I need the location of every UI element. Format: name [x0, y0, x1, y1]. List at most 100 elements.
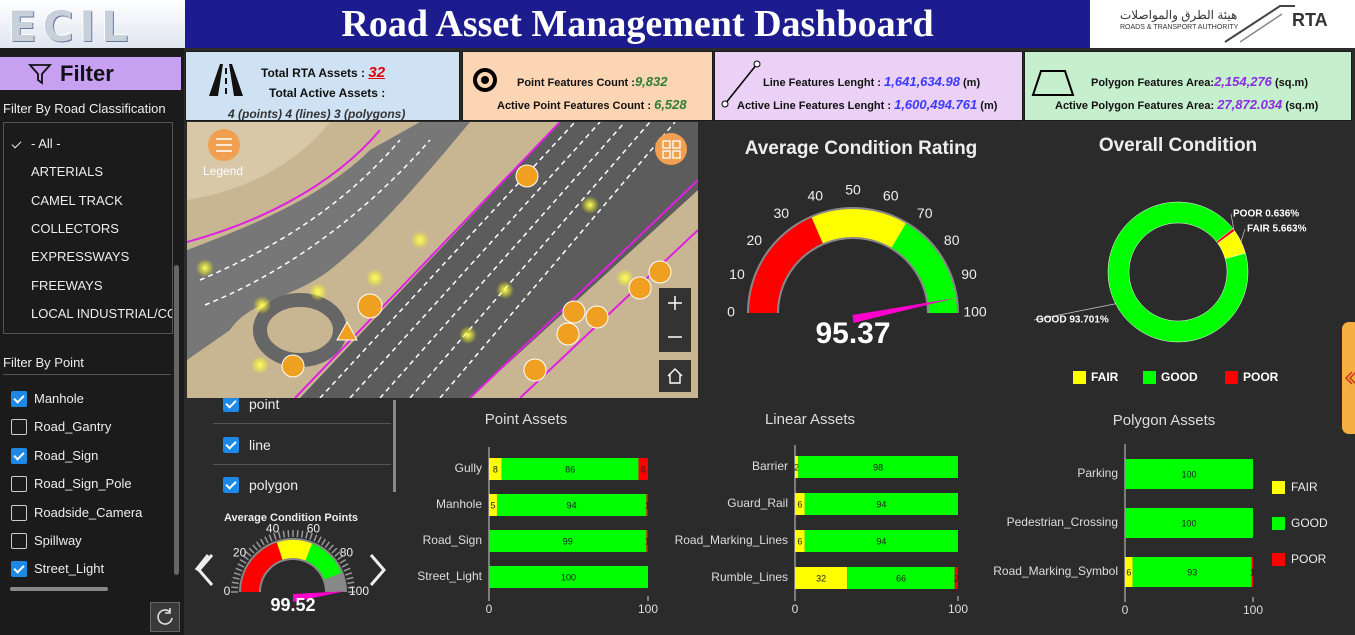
- kpi-value: 32: [368, 64, 386, 81]
- legend-swatch: [1272, 553, 1285, 566]
- kpi-value-2: 6,528: [654, 97, 687, 112]
- layer-scrollbar[interactable]: [393, 400, 396, 492]
- kpi-unit: (sq.m): [1274, 77, 1308, 89]
- gauge-tick-label: 70: [917, 205, 933, 221]
- legend-label: FAIR: [1291, 480, 1318, 494]
- y-tick-label: Road_Marking_Lines: [675, 533, 788, 547]
- reset-icon: [157, 608, 173, 625]
- road-option[interactable]: FREEWAYS: [4, 272, 172, 300]
- next-arrow[interactable]: [369, 554, 386, 586]
- bar-segment: [795, 530, 805, 552]
- checkbox-option[interactable]: Manhole: [3, 385, 171, 413]
- kpi-line-1: Point Features Count :9,832: [517, 74, 668, 89]
- road-icon: [209, 64, 243, 96]
- road-option[interactable]: ARTERIALS: [4, 158, 172, 186]
- gauge-value: 95.37: [815, 317, 890, 350]
- pie-label: POOR 0.636%: [1233, 209, 1299, 220]
- gauge-tick-label: 20: [747, 232, 763, 248]
- kpi-line-1: Line Features Lenght : 1,641,634.98 (m): [763, 74, 980, 89]
- home-button[interactable]: [659, 360, 691, 392]
- scrollbar[interactable]: [174, 265, 179, 575]
- bar-label: 98: [873, 462, 883, 472]
- map-markers: [281, 164, 672, 382]
- y-tick-label: Rumble_Lines: [711, 570, 788, 584]
- map[interactable]: Legend: [187, 122, 698, 398]
- prev-arrow-top[interactable]: [194, 554, 210, 571]
- bar-label: 100: [1181, 469, 1196, 479]
- checkbox-option[interactable]: point: [187, 398, 387, 418]
- checkbox-option[interactable]: Road_Sign: [3, 442, 171, 470]
- gauge-tick-label: 80: [340, 545, 354, 559]
- legend-swatch: [1272, 517, 1285, 530]
- filter-header[interactable]: Filter: [0, 57, 181, 90]
- label-leader: [1230, 213, 1235, 230]
- scrollbar-horizontal[interactable]: [10, 587, 108, 591]
- checkbox[interactable]: [11, 419, 27, 436]
- bar-label: 94: [876, 536, 886, 546]
- x-tick-label: 0: [792, 602, 799, 616]
- road-option[interactable]: LOCAL INDUSTRIAL/CO: [4, 300, 172, 328]
- road-option[interactable]: - All -: [4, 130, 172, 158]
- bar-label: 2: [794, 462, 799, 472]
- kpi-value: 1,641,634.98: [884, 74, 960, 89]
- checkbox[interactable]: [11, 447, 27, 464]
- checkbox-option[interactable]: line: [187, 431, 387, 459]
- bar-segment: [954, 567, 958, 589]
- checkbox-option[interactable]: Spillway: [3, 527, 171, 555]
- legend-swatch: [1225, 371, 1238, 384]
- gauge-ring-tick: [347, 586, 355, 589]
- checkbox[interactable]: [11, 561, 27, 578]
- checkbox[interactable]: [11, 476, 27, 493]
- bar-segment: [1132, 557, 1252, 587]
- bar-label: 86: [565, 464, 575, 474]
- y-tick-label: Gully: [455, 461, 482, 475]
- kpi-unit-2: (m): [980, 100, 998, 112]
- gauge-ring-tick: [239, 558, 247, 564]
- gauge-ring-tick: [231, 586, 239, 589]
- road-option[interactable]: CAMEL TRACK: [4, 187, 172, 215]
- road-option-label: COLLECTORS: [31, 220, 119, 236]
- kpi-line-1: Total RTA Assets : 32: [261, 64, 385, 81]
- filter-title: Filter: [60, 61, 114, 86]
- checkbox-option[interactable]: Road_Sign_Pole: [3, 470, 171, 498]
- gauge-ring-tick: [268, 534, 273, 542]
- gauge-ring-tick: [245, 551, 252, 557]
- kpi-unit-2: (sq.m): [1285, 100, 1319, 112]
- bar-segment: [804, 530, 958, 552]
- basemap-button[interactable]: [655, 133, 687, 165]
- polygon-icon: [1031, 70, 1075, 96]
- bar-segment: [646, 530, 648, 552]
- road-option[interactable]: COLLECTORS: [4, 215, 172, 243]
- bar-segment: [847, 567, 955, 589]
- y-tick-label: Guard_Rail: [727, 496, 788, 510]
- checkbox-option[interactable]: Street_Light: [3, 555, 171, 583]
- checkbox[interactable]: [11, 391, 27, 407]
- bar-label: 2: [954, 573, 959, 583]
- road-option[interactable]: EXPRESSWAYS: [4, 243, 172, 271]
- checkbox-option[interactable]: Road_Gantry: [3, 413, 171, 441]
- bar-label: 1: [645, 536, 650, 546]
- prev-arrow[interactable]: [197, 554, 214, 586]
- legend-label: Legend: [203, 164, 243, 178]
- point-icon: [473, 68, 497, 92]
- checkbox-option[interactable]: Roadside_Camera: [3, 499, 171, 527]
- gauge-ring-tick: [343, 567, 351, 572]
- checkbox-option[interactable]: polygon: [187, 471, 387, 499]
- gauge-tick-label: 30: [774, 205, 790, 221]
- bar-segment: [795, 567, 848, 589]
- gauge-tick-label: 10: [729, 266, 745, 282]
- side-panel-tab[interactable]: [1342, 322, 1355, 434]
- basemap-icon: [662, 140, 681, 159]
- gauge-ring-tick: [277, 531, 281, 539]
- checkbox[interactable]: [223, 398, 239, 412]
- y-tick-label: Street_Light: [417, 569, 482, 583]
- reset-button[interactable]: [150, 602, 180, 632]
- legend-swatch: [1143, 371, 1156, 384]
- y-tick-label: Road_Marking_Symbol: [993, 564, 1118, 578]
- checkbox[interactable]: [11, 533, 27, 549]
- checkbox[interactable]: [223, 436, 239, 453]
- checkbox[interactable]: [223, 477, 239, 493]
- checkbox[interactable]: [11, 504, 27, 521]
- chart-title: Point Assets: [485, 411, 568, 428]
- checkbox-label: Street_Light: [34, 561, 105, 577]
